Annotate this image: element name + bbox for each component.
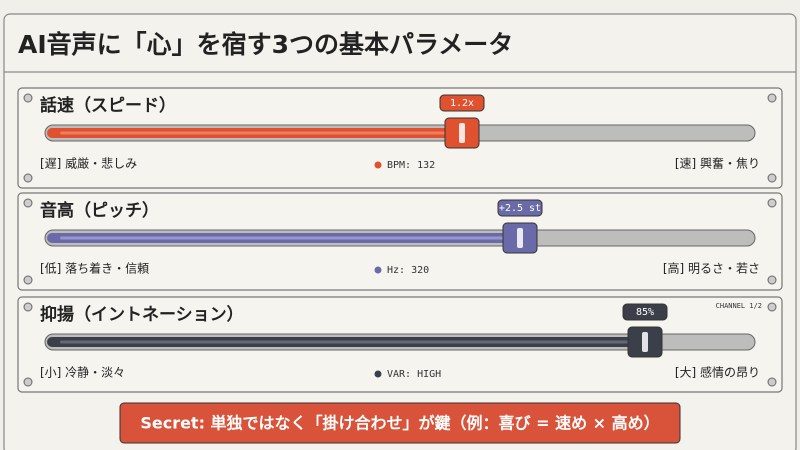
bubble-value: 85% [636,307,654,318]
screw [767,93,777,103]
knob-grip [459,123,465,143]
screw [23,302,33,312]
track-glow [60,340,635,344]
track-glow [60,236,510,240]
bubble-value: 1.2x [450,98,474,109]
screw [23,275,33,285]
dot [374,370,382,378]
left-label: [低] 落ち着き・信頼 [40,261,149,276]
knob-grip [517,228,523,248]
panel-label: 抑揚（イントネーション） [40,304,244,325]
screw [23,173,33,183]
center-label: Hz: 320 [387,265,429,276]
bubble [439,94,485,112]
panel-label: 音高（ピッチ） [40,200,159,221]
right-label: [高] 明るさ・若さ [663,261,760,276]
screw [767,275,777,285]
screw [767,377,777,387]
right-label: [大] 感情の昂り [675,365,760,380]
secret-box [119,402,681,444]
center-label: BPM: 132 [387,160,435,171]
screw [23,198,33,208]
screw [767,198,777,208]
dot [374,161,382,169]
secret-text: Secret: 単独ではなく「掛け合わせ」が鍵（例：喜び = 速め × 高め） [140,414,659,433]
bubble [497,199,543,217]
center-label: VAR: HIGH [387,369,441,380]
track-glow [60,131,452,135]
left-label: [遅] 威厳・悲しみ [40,156,137,171]
right-label: [速] 興奮・焦り [675,156,760,171]
bubble-value: +2.5 st [499,203,541,214]
title: AI音声に「心」を宿す3つの基本パラメータ [18,30,513,59]
left-label: [小] 冷静・淡々 [40,366,125,380]
panel-label: 話速（スピード） [40,95,176,116]
channel: CHANNEL 1/2 [716,302,762,310]
screw [23,377,33,387]
dot [374,266,382,274]
knob-grip [642,332,648,352]
screw [767,173,777,183]
screw [23,93,33,103]
screw [767,302,777,312]
bubble [622,303,668,321]
